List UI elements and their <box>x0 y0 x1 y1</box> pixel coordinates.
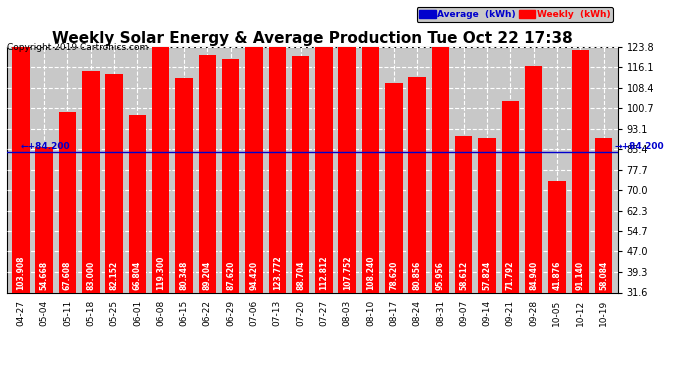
Text: Copyright 2019 Cartronics.com: Copyright 2019 Cartronics.com <box>7 43 148 52</box>
Text: 78.620: 78.620 <box>389 261 398 290</box>
Bar <box>432 37 449 292</box>
Bar <box>571 50 589 292</box>
Bar <box>455 136 473 292</box>
Text: 108.240: 108.240 <box>366 255 375 290</box>
Text: 54.668: 54.668 <box>40 261 49 290</box>
Bar <box>268 0 286 292</box>
Bar <box>595 138 612 292</box>
Bar <box>292 56 309 292</box>
Bar <box>315 0 333 292</box>
Title: Weekly Solar Energy & Average Production Tue Oct 22 17:38: Weekly Solar Energy & Average Production… <box>52 31 573 46</box>
Text: 94.420: 94.420 <box>250 261 259 290</box>
Text: 66.804: 66.804 <box>133 261 142 290</box>
Text: 58.612: 58.612 <box>460 261 469 290</box>
Text: 71.792: 71.792 <box>506 261 515 290</box>
Text: 103.908: 103.908 <box>17 255 26 290</box>
Text: 95.956: 95.956 <box>436 261 445 290</box>
Bar <box>222 59 239 292</box>
Text: 123.772: 123.772 <box>273 255 282 290</box>
Bar <box>362 4 380 292</box>
Bar <box>106 74 123 292</box>
Text: 67.608: 67.608 <box>63 261 72 290</box>
Text: 83.000: 83.000 <box>86 261 95 290</box>
Bar <box>478 138 496 292</box>
Bar <box>199 55 216 292</box>
Text: 88.704: 88.704 <box>296 260 305 290</box>
Text: 112.812: 112.812 <box>319 255 328 290</box>
Bar <box>385 83 402 292</box>
Text: ←+84.200: ←+84.200 <box>21 142 70 151</box>
Bar <box>245 41 263 292</box>
Bar <box>12 16 30 292</box>
Text: 87.620: 87.620 <box>226 261 235 290</box>
Bar <box>35 147 53 292</box>
Text: →+84.200: →+84.200 <box>614 142 664 151</box>
Text: 89.204: 89.204 <box>203 261 212 290</box>
Text: 84.940: 84.940 <box>529 261 538 290</box>
Text: 58.084: 58.084 <box>599 261 608 290</box>
Bar <box>128 114 146 292</box>
Text: 91.140: 91.140 <box>575 261 584 290</box>
Bar <box>408 77 426 292</box>
Text: 82.152: 82.152 <box>110 261 119 290</box>
Text: 80.856: 80.856 <box>413 261 422 290</box>
Bar <box>152 0 170 292</box>
Bar <box>59 112 76 292</box>
Text: 80.348: 80.348 <box>179 261 188 290</box>
Text: 57.824: 57.824 <box>482 261 491 290</box>
Bar <box>82 71 99 292</box>
Bar <box>339 6 356 292</box>
Legend: Average  (kWh), Weekly  (kWh): Average (kWh), Weekly (kWh) <box>417 7 613 22</box>
Bar <box>502 101 519 292</box>
Bar <box>175 78 193 292</box>
Bar <box>525 66 542 292</box>
Text: 41.876: 41.876 <box>553 261 562 290</box>
Text: 119.300: 119.300 <box>156 255 165 290</box>
Text: 107.752: 107.752 <box>343 255 352 290</box>
Bar <box>549 181 566 292</box>
